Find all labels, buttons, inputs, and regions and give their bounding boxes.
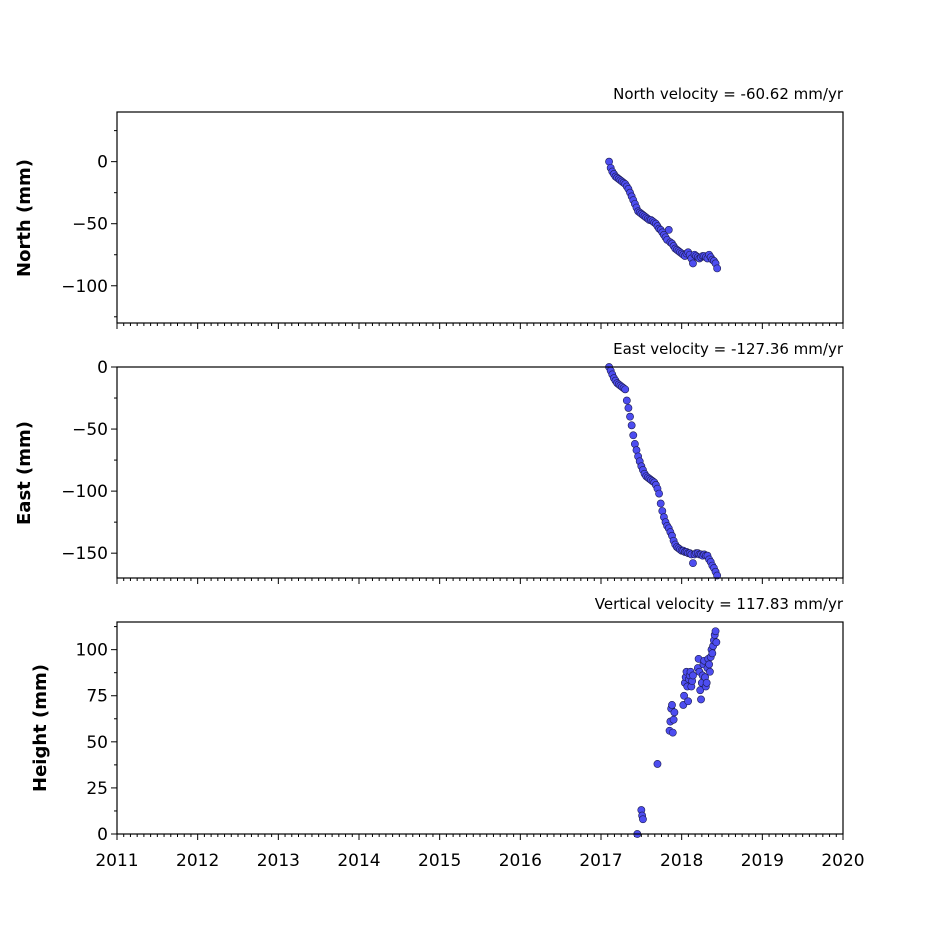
- panel-height-ytick-label: 0: [97, 825, 108, 845]
- panel-east-ytick-label: −50: [72, 420, 108, 440]
- panel-north: North velocity = -60.62 mm/yr North (mm)…: [14, 85, 844, 329]
- panel-east-frame: [116, 366, 844, 579]
- panel-north-velocity: North velocity = -60.62 mm/yr: [613, 85, 844, 103]
- panel-height-ticks: 0 25 50 75 100 2011 2012 2013 2014 2015 2016 2017 20…: [76, 626, 865, 871]
- panel-height-point: [712, 638, 721, 647]
- panel-height-xtick-label: 2018: [660, 851, 703, 871]
- panel-height-point: [702, 678, 711, 687]
- panel-north-point: [689, 259, 697, 268]
- panel-height-point: [684, 697, 693, 706]
- panel-height-ytick-label: 50: [86, 733, 108, 753]
- panel-east-point: [629, 431, 638, 440]
- panel-east-point: [627, 421, 636, 430]
- panel-east-ytick-label: −100: [61, 482, 108, 502]
- panel-height-point: [689, 671, 697, 680]
- panel-height-point: [669, 715, 678, 724]
- panel-east-point: [624, 404, 633, 412]
- panel-east-point: [622, 396, 631, 405]
- panel-height-xtick-label: 2017: [579, 851, 622, 871]
- panel-height-xtick-label: 2020: [821, 851, 864, 871]
- panel-east-points: [605, 363, 722, 580]
- panel-height-point: [668, 701, 676, 709]
- panel-east-velocity: East velocity = -127.36 mm/yr: [613, 340, 844, 358]
- panel-height-point: [706, 667, 714, 676]
- panel-height-velocity: Vertical velocity = 117.83 mm/yr: [595, 595, 844, 613]
- panel-east-ytick-label: −150: [61, 544, 108, 564]
- panel-east-point: [621, 385, 630, 394]
- panel-height-frame: [116, 621, 844, 835]
- panel-east-point: [626, 412, 634, 421]
- panel-height-xtick-label: 2011: [95, 851, 138, 871]
- panel-height-point: [711, 627, 720, 636]
- panel-height-ytick-label: 25: [86, 779, 108, 799]
- panel-height-points: [633, 627, 721, 838]
- panel-height-xtick-label: 2013: [257, 851, 300, 871]
- panel-east-ytick-label: 0: [97, 358, 108, 378]
- panel-height-point: [653, 760, 662, 768]
- panel-height-ytick-label: 100: [76, 641, 108, 661]
- panel-east: East velocity = -127.36 mm/yr East (mm) …: [14, 340, 844, 584]
- panel-north-point: [664, 226, 673, 234]
- panel-height-point: [670, 708, 679, 717]
- panel-height-xtick-label: 2014: [337, 851, 380, 871]
- panel-east-ticks: 0 −50 −100 −150: [61, 358, 844, 584]
- panel-height-point: [696, 686, 705, 695]
- panel-height-point: [697, 695, 705, 704]
- panel-height-point: [680, 691, 688, 700]
- panel-east-ylabel: East (mm): [14, 421, 35, 525]
- panel-north-ylabel: North (mm): [14, 159, 35, 277]
- panel-east-point: [713, 571, 722, 580]
- panel-north-ytick-label: 0: [97, 153, 108, 173]
- panel-height-point: [668, 728, 677, 737]
- panel-height-xtick-label: 2016: [499, 851, 542, 871]
- panel-height-xtick-label: 2019: [741, 851, 784, 871]
- panel-north-ticks: 0 −50 −100: [61, 130, 844, 329]
- panel-east-point: [689, 559, 697, 568]
- panel-height-point: [639, 815, 647, 824]
- panel-north-point: [713, 264, 722, 273]
- panel-north-ytick-label: −100: [61, 277, 108, 297]
- panel-height: Vertical velocity = 117.83 mm/yr Height …: [30, 595, 865, 871]
- panel-height-point: [708, 649, 717, 658]
- panel-height-xtick-label: 2015: [418, 851, 461, 871]
- panel-north-ytick-label: −50: [72, 215, 108, 235]
- panel-height-xtick-label: 2012: [176, 851, 219, 871]
- panel-east-point: [656, 499, 665, 508]
- panel-north-frame: [116, 111, 844, 324]
- panel-height-point: [705, 660, 713, 669]
- panel-east-point: [655, 489, 663, 498]
- panel-north-points: [605, 157, 722, 273]
- panel-height-ytick-label: 75: [86, 687, 108, 707]
- panel-height-ylabel: Height (mm): [30, 664, 51, 792]
